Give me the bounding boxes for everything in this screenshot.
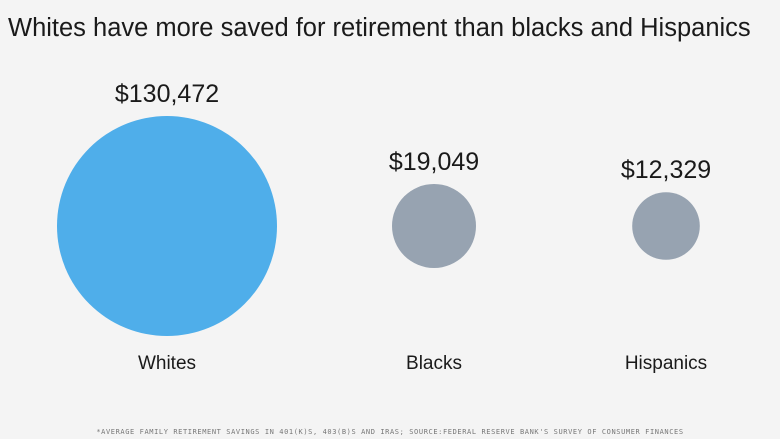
chart-footnote: *AVERAGE FAMILY RETIREMENT SAVINGS IN 40… (96, 428, 684, 436)
value-label-whites: $130,472 (115, 80, 219, 108)
category-label-blacks: Blacks (406, 353, 462, 374)
bubble-hispanics (632, 192, 700, 260)
bubble-blacks (392, 184, 476, 268)
bubble-whites (57, 116, 277, 336)
value-label-hispanics: $12,329 (621, 156, 711, 184)
chart-title: Whites have more saved for retirement th… (8, 14, 751, 42)
category-label-hispanics: Hispanics (625, 353, 707, 374)
value-label-blacks: $19,049 (389, 148, 479, 176)
category-label-whites: Whites (138, 353, 196, 374)
